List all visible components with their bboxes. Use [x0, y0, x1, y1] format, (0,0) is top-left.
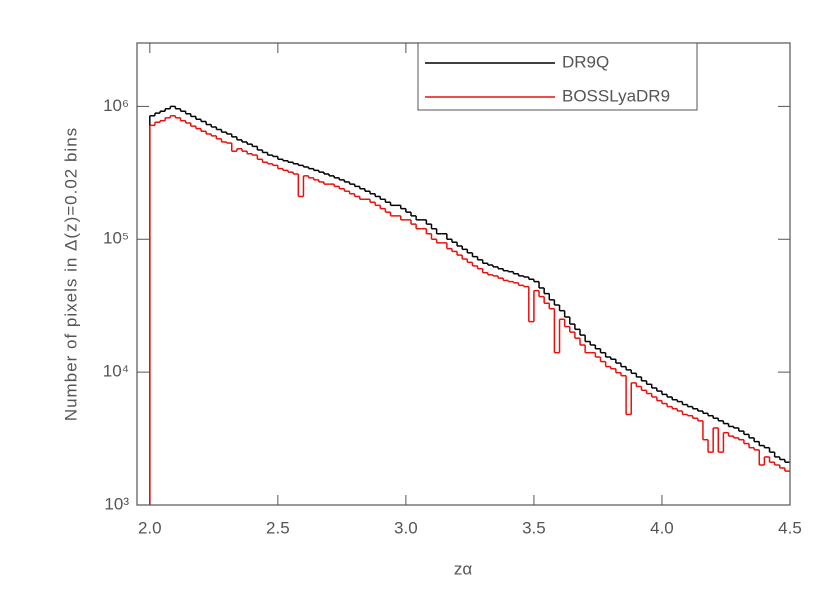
y-axis-label: Number of pixels in Δ(z)=0.02 bins — [61, 127, 80, 421]
x-tick-label: 2.5 — [266, 518, 290, 537]
legend-label: BOSSLyaDR9 — [562, 86, 670, 105]
x-tick-label: 4.0 — [650, 518, 674, 537]
x-axis-label: zα — [454, 559, 473, 578]
legend-label: DR9Q — [562, 52, 609, 71]
x-tick-label: 3.5 — [522, 518, 546, 537]
x-tick-label: 4.5 — [778, 518, 802, 537]
legend-box — [417, 42, 698, 111]
y-tick-label: 10⁵ — [103, 229, 129, 248]
x-tick-label: 2.0 — [138, 518, 162, 537]
y-tick-label: 10³ — [104, 494, 129, 513]
x-tick-label: 3.0 — [394, 518, 418, 537]
y-tick-label: 10⁶ — [103, 96, 129, 115]
y-tick-label: 10⁴ — [103, 362, 129, 381]
